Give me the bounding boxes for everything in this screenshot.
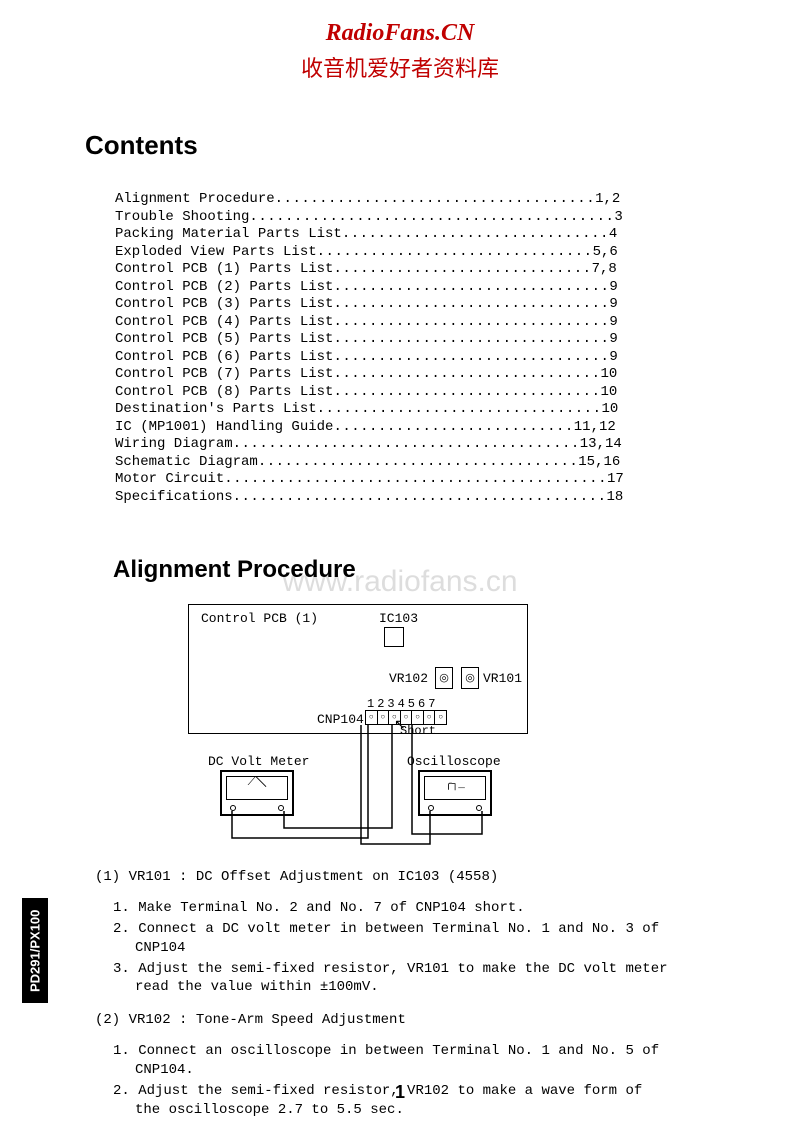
scope-terminal-left <box>428 805 434 811</box>
page-number: 1 <box>0 1082 800 1103</box>
vr-knob-icon: ◎ <box>436 668 452 688</box>
section-title: (2) VR102 : Tone-Arm Speed Adjustment <box>95 1011 705 1030</box>
toc-row: Control PCB (8) Parts List..............… <box>115 384 705 402</box>
toc-row: Exploded View Parts List................… <box>115 244 705 262</box>
toc-row: Wiring Diagram..........................… <box>115 436 705 454</box>
meter-screen: ⟋╲ <box>226 776 288 800</box>
dc-volt-meter-box: ⟋╲ <box>220 770 294 816</box>
pcb-label: Control PCB (1) <box>201 611 318 626</box>
step-text: 3. Adjust the semi-fixed resistor, VR101… <box>135 960 675 998</box>
step-text: 1. Connect an oscilloscope in between Te… <box>135 1042 675 1080</box>
oscilloscope-label: Oscilloscope <box>407 754 501 769</box>
connector-pin: ○ <box>424 711 436 724</box>
vr102-label: VR102 <box>389 671 428 686</box>
toc-row: Destination's Parts List................… <box>115 401 705 419</box>
connector-pins: ○○○○○○○ <box>365 710 447 725</box>
dc-volt-meter-label: DC Volt Meter <box>208 754 309 769</box>
toc-row: Schematic Diagram.......................… <box>115 454 705 472</box>
section-title: (1) VR101 : DC Offset Adjustment on IC10… <box>95 868 705 887</box>
watermark-header: RadioFans.CN 收音机爱好者资料库 <box>0 20 800 83</box>
procedure-section-2: (2) VR102 : Tone-Arm Speed Adjustment 1.… <box>95 1011 705 1119</box>
toc-row: Control PCB (3) Parts List..............… <box>115 296 705 314</box>
toc-row: Specifications..........................… <box>115 489 705 507</box>
table-of-contents: Alignment Procedure.....................… <box>115 191 705 506</box>
pcb-outline: Control PCB (1) IC103 VR102 ◎ ◎ VR101 12… <box>188 604 528 734</box>
vr101-label: VR101 <box>483 671 522 686</box>
alignment-diagram: Control PCB (1) IC103 VR102 ◎ ◎ VR101 12… <box>180 596 590 846</box>
toc-row: Control PCB (5) Parts List..............… <box>115 331 705 349</box>
watermark-slogan: 收音机爱好者资料库 <box>0 51 800 83</box>
side-tab-model: PD291/PX100 <box>22 898 48 1003</box>
toc-row: Control PCB (2) Parts List..............… <box>115 279 705 297</box>
toc-row: Control PCB (1) Parts List..............… <box>115 261 705 279</box>
vr-knob-icon: ◎ <box>462 668 478 688</box>
scope-screen: ╭┐_ <box>424 776 486 800</box>
vr101-box: ◎ <box>461 667 479 689</box>
pin-numbers: 1234567 <box>367 697 438 711</box>
vr102-box: ◎ <box>435 667 453 689</box>
contents-heading: Contents <box>85 130 705 161</box>
ic103-label: IC103 <box>379 611 418 626</box>
short-label: Short <box>400 724 436 738</box>
meter-terminal-left <box>230 805 236 811</box>
ic103-box <box>384 627 404 647</box>
toc-row: Packing Material Parts List.............… <box>115 226 705 244</box>
toc-row: Control PCB (6) Parts List..............… <box>115 349 705 367</box>
toc-row: Trouble Shooting........................… <box>115 209 705 227</box>
scope-terminal-right <box>476 805 482 811</box>
step-text: 1. Make Terminal No. 2 and No. 7 of CNP1… <box>135 899 675 918</box>
toc-row: Control PCB (4) Parts List..............… <box>115 314 705 332</box>
watermark-site: RadioFans.CN <box>0 20 800 47</box>
oscilloscope-box: ╭┐_ <box>418 770 492 816</box>
toc-row: Control PCB (7) Parts List..............… <box>115 366 705 384</box>
page-content: Contents Alignment Procedure............… <box>85 130 705 1134</box>
step-text: 2. Connect a DC volt meter in between Te… <box>135 920 675 958</box>
connector-pin: ○ <box>435 711 446 724</box>
meter-terminal-right <box>278 805 284 811</box>
toc-row: Alignment Procedure.....................… <box>115 191 705 209</box>
connector-pin: ○ <box>366 711 378 724</box>
connector-pin: ○ <box>412 711 424 724</box>
toc-row: Motor Circuit...........................… <box>115 471 705 489</box>
connector-pin: ○ <box>378 711 390 724</box>
cnp104-label: CNP104 <box>317 712 364 727</box>
toc-row: IC (MP1001) Handling Guide..............… <box>115 419 705 437</box>
alignment-heading: Alignment Procedure <box>113 556 705 584</box>
procedure-section-1: (1) VR101 : DC Offset Adjustment on IC10… <box>95 868 705 997</box>
